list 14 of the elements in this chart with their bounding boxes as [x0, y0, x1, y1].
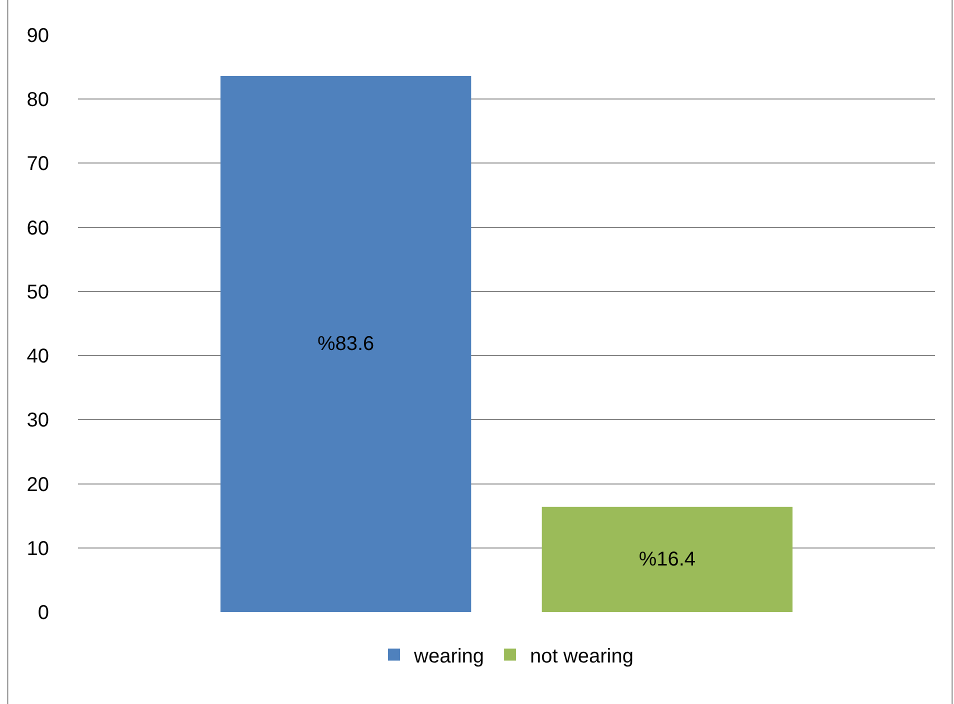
y-tick-label: 70 [26, 153, 49, 176]
y-tick-label: 20 [26, 474, 49, 496]
y-tick-label: 60 [26, 217, 49, 240]
data-label: %83.6 [317, 333, 374, 356]
y-tick-label: 80 [26, 89, 49, 112]
y-tick-label: 50 [26, 281, 49, 304]
y-tick-label: 10 [26, 538, 49, 560]
data-label: %16.4 [638, 548, 696, 570]
legend-label: not wearing [530, 645, 634, 668]
y-tick-label: 90 [26, 25, 49, 47]
y-tick-label: 30 [26, 410, 49, 432]
legend-label: wearing [413, 645, 484, 668]
y-tick-label: 40 [26, 346, 49, 368]
y-tick-label: 0 [38, 602, 49, 624]
